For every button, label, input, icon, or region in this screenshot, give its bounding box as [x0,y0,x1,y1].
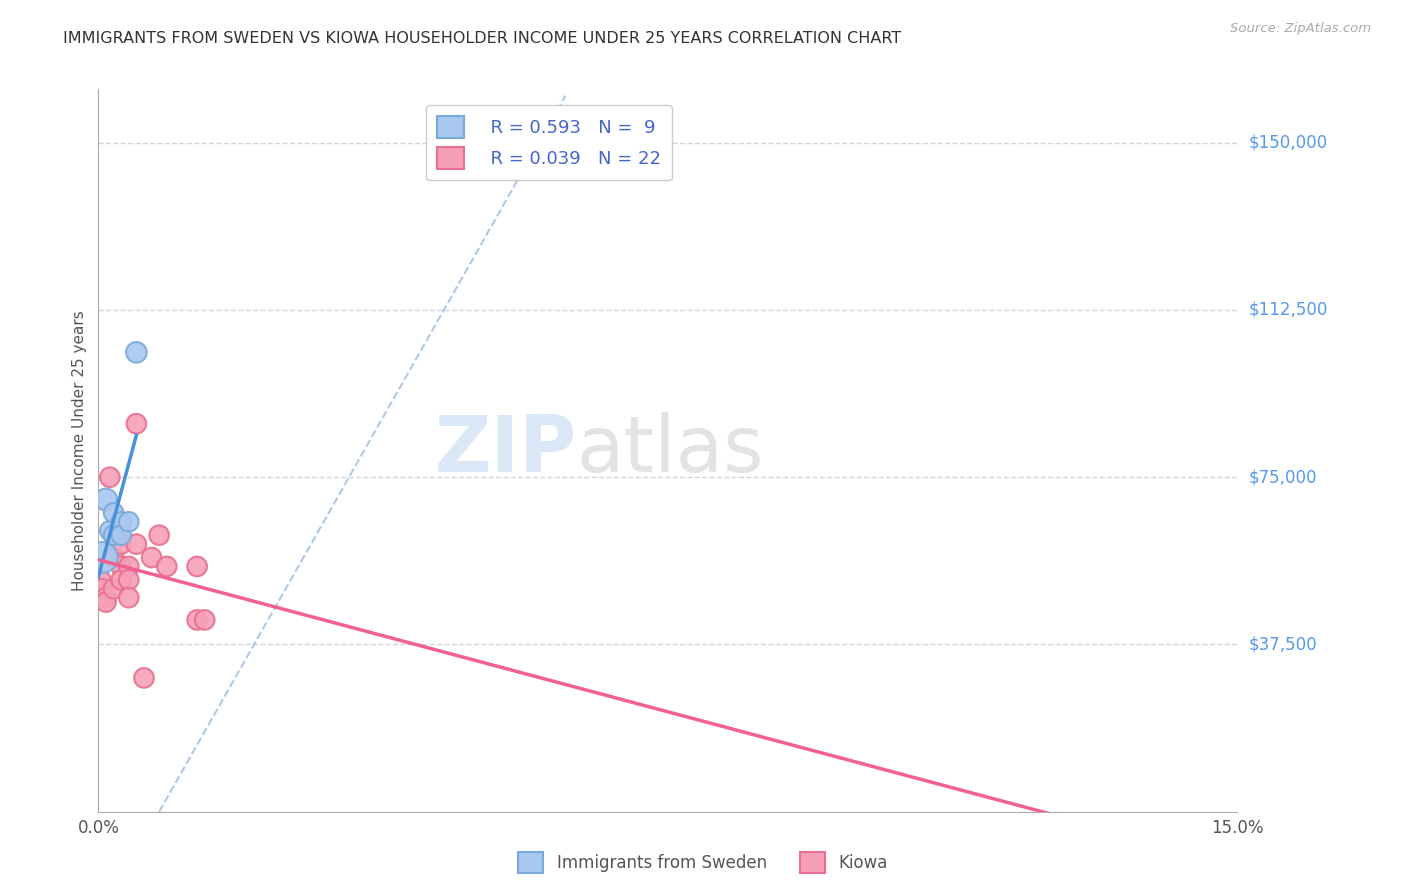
Point [125,417,148,431]
Point [110,515,132,529]
Point [186,559,208,574]
Point [103,528,125,542]
Text: $150,000: $150,000 [1249,134,1327,152]
Point [98,470,121,484]
Text: $75,000: $75,000 [1249,468,1317,486]
Point [118,515,141,529]
Point [110,528,132,542]
Legend: Immigrants from Sweden, Kiowa: Immigrants from Sweden, Kiowa [512,846,894,880]
Point [90,573,112,587]
Point [98,524,121,538]
Point [186,613,208,627]
Point [103,582,125,596]
Point [148,528,170,542]
Point [110,537,132,551]
Point [118,573,141,587]
Point [125,537,148,551]
Point [110,573,132,587]
Point [132,671,155,685]
Text: IMMIGRANTS FROM SWEDEN VS KIOWA HOUSEHOLDER INCOME UNDER 25 YEARS CORRELATION CH: IMMIGRANTS FROM SWEDEN VS KIOWA HOUSEHOL… [63,31,901,46]
Point [141,550,163,565]
Text: Source: ZipAtlas.com: Source: ZipAtlas.com [1230,22,1371,36]
Point [91,582,114,596]
Point [118,559,141,574]
Point [94,591,117,605]
Point [91,550,114,565]
Text: atlas: atlas [576,412,765,489]
Legend:   R = 0.593   N =  9,   R = 0.039   N = 22: R = 0.593 N = 9, R = 0.039 N = 22 [426,105,672,180]
Point [94,595,117,609]
Point [118,591,141,605]
Point [94,492,117,507]
Point [194,613,217,627]
Text: $112,500: $112,500 [1249,301,1329,319]
Text: ZIP: ZIP [434,412,576,489]
Point [156,559,179,574]
Point [103,506,125,520]
Y-axis label: Householder Income Under 25 years: Householder Income Under 25 years [72,310,87,591]
Point [125,345,148,359]
Text: $37,500: $37,500 [1249,635,1317,654]
Point [103,550,125,565]
Point [110,559,132,574]
